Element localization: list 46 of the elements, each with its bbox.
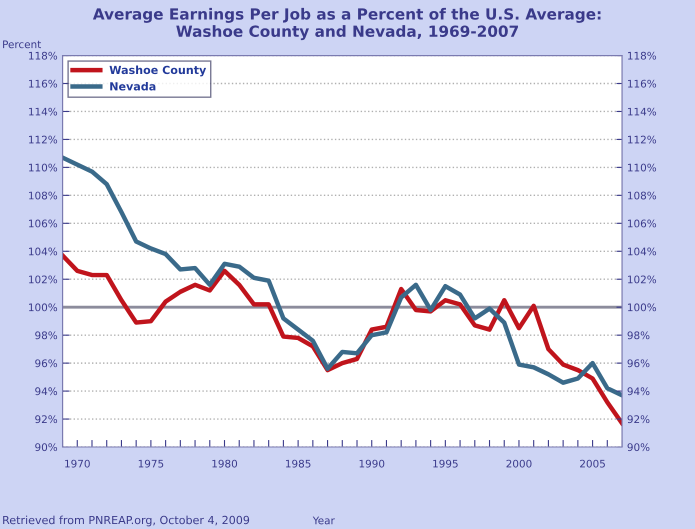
y-tick-label: 98% (35, 331, 58, 340)
y-tick-label: 118% (29, 52, 58, 60)
y-tick-label: 90% (35, 443, 58, 452)
y-axis-title: Percent (3, 40, 42, 48)
y2-tick-label: 118% (628, 52, 656, 60)
y2-tick-label: 104% (628, 248, 656, 256)
x-tick-label: 1995 (433, 460, 458, 468)
y2-tick-label: 114% (628, 108, 656, 116)
line-series (62, 253, 622, 426)
y2-tick-label: 94% (628, 387, 650, 396)
y-tick-label: 108% (29, 192, 58, 200)
text: Retrieved from PNREAP.org, October 4, 2009 (3, 516, 250, 526)
y2-tick-label: 96% (628, 359, 650, 368)
y2-tick-label: 90% (628, 443, 650, 452)
x-tick-label: 2000 (506, 460, 532, 468)
x-tick-label: 1985 (286, 460, 310, 468)
line-series (62, 155, 622, 398)
chart-title: Average Earnings Per Job as a Percent of the U.S. Average: Washoe County and Nevada, 1969-2007 (92, 8, 600, 40)
x-tick-label: 1980 (212, 460, 238, 468)
x-tick-label: 1975 (138, 460, 164, 468)
y2-tick-label: 106% (628, 220, 656, 228)
y2-tick-label: 112% (628, 136, 656, 144)
x-tick-label: 1990 (360, 460, 384, 468)
y-tick-label: 102% (29, 275, 58, 284)
x-axis-title: Year (312, 516, 335, 524)
y-tick-label: 114% (29, 108, 58, 116)
y-tick-label: 92% (35, 415, 58, 424)
y-tick-label: 106% (29, 220, 58, 228)
y-tick-label: 94% (35, 387, 58, 396)
y2-tick-label: 100% (628, 303, 656, 312)
y2-tick-label: 98% (628, 331, 650, 340)
x-tick-label: 2005 (580, 460, 605, 468)
y-tick-label: 100% (29, 303, 58, 312)
y-tick-label: 112% (29, 136, 58, 144)
y2-tick-label: 102% (628, 275, 656, 284)
y-tick-label: 110% (29, 164, 58, 172)
y2-tick-label: 92% (628, 415, 650, 424)
y-tick-label: 116% (29, 80, 58, 88)
y-tick-label: 104% (29, 248, 58, 256)
y-tick-label: 96% (35, 359, 58, 368)
y2-tick-label: 116% (628, 80, 656, 88)
y2-tick-label: 108% (628, 192, 656, 200)
legend-label: Washoe County (110, 66, 206, 76)
x-tick-label: 1970 (65, 460, 90, 468)
y2-tick-label: 110% (628, 164, 656, 172)
legend-label: Nevada (110, 82, 156, 91)
